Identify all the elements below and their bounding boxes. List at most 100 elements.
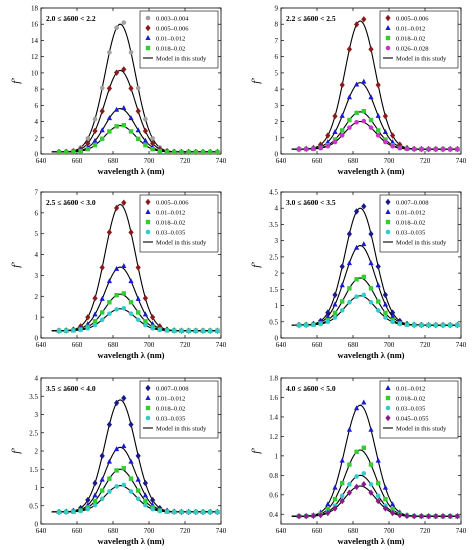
data-point-series-2	[325, 506, 330, 512]
data-point-series-4	[63, 328, 69, 333]
data-point-series-4	[346, 489, 352, 496]
data-point-series-3	[376, 128, 381, 133]
data-point-series-4	[114, 484, 119, 489]
data-point-series-4	[325, 509, 331, 517]
y-tick-label: 12	[31, 53, 39, 61]
x-tick-label: 720	[420, 157, 431, 165]
data-point-series-4	[208, 149, 213, 155]
legend-marker-3	[385, 219, 391, 225]
legend-box	[139, 194, 219, 253]
data-point-series-3	[100, 310, 105, 315]
x-tick-label: 740	[456, 157, 467, 165]
data-point-series-2	[390, 506, 395, 512]
data-point-series-2	[325, 139, 331, 145]
data-point-series-2	[114, 265, 120, 271]
legend-marker-4	[145, 45, 151, 51]
data-point-series-1	[339, 457, 345, 463]
data-point-series-4	[135, 317, 141, 323]
data-point-series-3	[354, 474, 359, 479]
data-point-series-4	[92, 322, 98, 328]
legend-label-3: 0.018–0.02	[156, 406, 185, 413]
data-point-series-4	[143, 502, 148, 508]
legend-label-3: 0.03–0.035	[396, 406, 425, 413]
data-point-series-4	[85, 146, 90, 152]
model-curve-4	[51, 125, 220, 153]
model-curve-3	[51, 293, 220, 332]
data-point-series-2	[106, 458, 112, 464]
data-point-series-1	[135, 452, 141, 460]
data-point-series-2	[114, 446, 120, 452]
x-tick-label: 720	[420, 527, 431, 535]
data-point-series-1	[85, 136, 91, 141]
legend: 0.005–0.006 0.01–0.012 0.018–0.02 0.026–0.0…	[379, 10, 459, 69]
panel-annotation: 2.5 ≤ ā600 < 3.0	[46, 198, 96, 207]
data-point-series-4	[164, 149, 170, 154]
y-tick-label: 3	[275, 102, 279, 110]
legend: 0.01–0.012 0.018–0.02 0.03–0.035 0.045–0.05…	[379, 380, 459, 439]
data-point-series-4	[375, 308, 381, 313]
data-point-series-1	[368, 230, 374, 238]
data-point-series-3	[340, 128, 345, 133]
chart-panel-6: 640 660 680 700 720 740 0.4 0.6 0.8 1 1.2 1.4 1.6 1.8…	[250, 375, 467, 547]
y-tick-label: 3	[275, 237, 279, 245]
plot-frame	[40, 7, 222, 155]
x-tick-label: 640	[276, 157, 287, 165]
panel-annotation: 3.0 ≤ ā600 < 3.5	[286, 198, 336, 207]
data-point-series-4	[347, 299, 352, 305]
data-point-series-4	[164, 509, 170, 515]
data-point-series-4	[157, 508, 163, 514]
x-tick-label: 720	[180, 157, 191, 165]
data-point-series-3	[368, 117, 374, 123]
x-tick-label: 660	[72, 341, 83, 349]
legend: 0.007–0.008 0.01–0.012 0.018–0.02 0.03–0.03…	[139, 380, 219, 439]
data-point-series-1	[92, 116, 98, 122]
data-point-series-4	[164, 328, 170, 333]
legend-marker-3	[145, 405, 151, 411]
y-tick-label: 1	[35, 484, 39, 492]
data-point-series-1	[361, 16, 367, 23]
data-point-series-1	[354, 208, 360, 215]
plot-frame	[280, 377, 462, 525]
data-point-series-3	[383, 137, 388, 142]
data-point-series-4	[426, 513, 432, 520]
data-point-series-2	[150, 140, 156, 147]
y-tick-label: 10	[31, 69, 39, 77]
legend-label-3: 0.018–0.02	[396, 36, 425, 43]
data-point-series-2	[128, 458, 134, 464]
x-tick-label: 700	[144, 341, 155, 349]
data-point-series-3	[121, 466, 126, 471]
data-point-series-4	[339, 497, 345, 505]
panel-annotation: 2.2 ≤ ā600 < 2.5	[286, 14, 336, 23]
data-point-series-4	[325, 319, 331, 325]
data-point-series-3	[354, 110, 359, 116]
data-point-series-4	[332, 139, 338, 145]
data-point-series-1	[325, 501, 331, 507]
data-point-series-4	[179, 149, 184, 155]
plot-frame	[40, 191, 222, 339]
y-tick-label: 4	[35, 251, 39, 259]
data-point-series-4	[128, 129, 134, 134]
data-point-series-4	[107, 311, 112, 316]
y-tick-label: 0.5	[269, 318, 278, 326]
legend-marker-4	[145, 229, 151, 235]
data-point-series-2	[382, 129, 388, 135]
y-tick-label: 4.5	[269, 189, 278, 197]
data-point-series-4	[207, 509, 213, 515]
data-point-series-3	[143, 498, 148, 504]
y-tick-label: 5	[35, 230, 39, 238]
data-point-series-3	[361, 108, 366, 114]
data-point-series-4	[186, 328, 191, 333]
data-point-series-4	[404, 322, 410, 328]
data-point-series-4	[383, 139, 388, 145]
y-axis-label: f'	[250, 78, 262, 84]
y-tick-label: 1.2	[269, 433, 278, 441]
data-point-series-1	[128, 50, 134, 55]
y-tick-label: 1	[35, 314, 39, 322]
y-tick-label: 5	[275, 69, 279, 77]
data-point-series-4	[193, 509, 199, 515]
x-tick-label: 720	[180, 527, 191, 535]
data-point-series-4	[375, 133, 381, 138]
legend-marker-1	[385, 385, 391, 390]
legend-marker-2	[385, 395, 391, 401]
data-point-series-1	[346, 46, 352, 53]
